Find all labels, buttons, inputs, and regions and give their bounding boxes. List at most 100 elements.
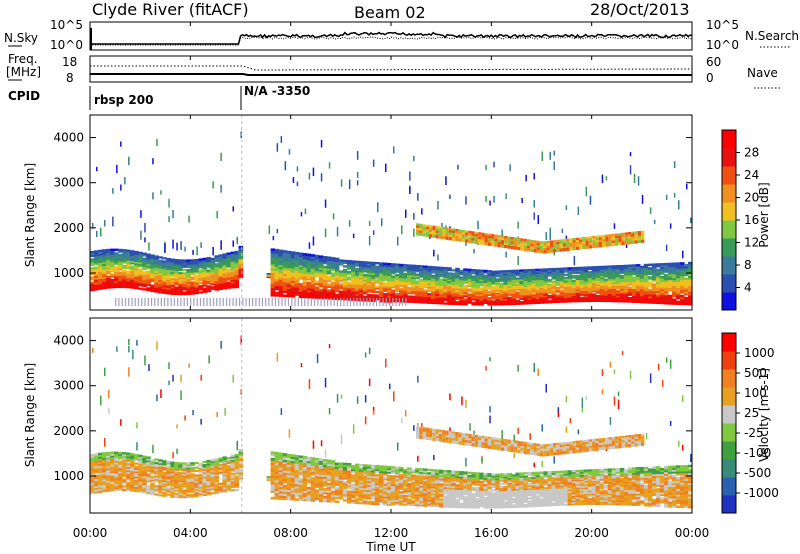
echo-cell bbox=[647, 270, 653, 274]
echo-cell bbox=[118, 278, 123, 281]
echo-cell bbox=[278, 256, 284, 259]
echo-cell bbox=[106, 284, 111, 287]
echo-cell bbox=[158, 277, 163, 281]
echo-cell bbox=[142, 276, 147, 279]
echo-cell bbox=[194, 287, 199, 290]
echo-cell bbox=[431, 291, 436, 294]
echo-cell bbox=[495, 289, 500, 292]
echo-cell bbox=[214, 258, 219, 261]
echo-cell bbox=[354, 276, 360, 280]
echo-cell bbox=[427, 286, 432, 289]
secondary-echo bbox=[598, 242, 602, 246]
echo-cell bbox=[134, 481, 139, 484]
echo-cell bbox=[150, 472, 155, 475]
echo-cell bbox=[214, 274, 219, 277]
echo-cell bbox=[575, 282, 581, 285]
echo-cell bbox=[354, 289, 360, 292]
echo-cell bbox=[330, 293, 336, 296]
echo-cell bbox=[326, 482, 332, 486]
echo-cell bbox=[411, 280, 416, 283]
echo-cell bbox=[306, 474, 312, 478]
echo-cell bbox=[270, 280, 276, 284]
echo-cell bbox=[298, 469, 304, 473]
echo-cell bbox=[294, 461, 300, 464]
echo-cell bbox=[326, 285, 332, 288]
echo-cell bbox=[306, 488, 312, 492]
echo-cell bbox=[659, 283, 665, 286]
echo-cell bbox=[427, 279, 432, 282]
echo-cell bbox=[150, 482, 155, 485]
scatter-echo bbox=[485, 196, 487, 202]
echo-cell bbox=[110, 255, 115, 259]
echo-cell bbox=[551, 277, 557, 280]
echo-cell bbox=[322, 279, 328, 282]
echo-cell bbox=[226, 270, 232, 273]
echo-cell bbox=[399, 300, 404, 303]
echo-cell bbox=[274, 490, 280, 494]
echo-cell bbox=[399, 293, 404, 296]
echo-cell bbox=[146, 287, 151, 290]
echo-cell bbox=[106, 281, 111, 284]
echo-cell bbox=[202, 473, 207, 476]
echo-cell bbox=[90, 470, 95, 473]
echo-cell bbox=[531, 289, 537, 292]
echo-cell bbox=[222, 490, 227, 493]
echo-cell bbox=[158, 489, 163, 492]
echo-cell bbox=[186, 269, 191, 272]
echo-cell bbox=[354, 280, 360, 283]
echo-cell bbox=[194, 263, 199, 266]
echo-cell bbox=[358, 269, 364, 273]
echo-cell bbox=[178, 278, 183, 281]
echo-cell bbox=[354, 483, 360, 486]
echo-cell bbox=[102, 265, 107, 268]
echo-cell bbox=[463, 273, 468, 276]
echo-cell bbox=[435, 268, 440, 271]
secondary-echo bbox=[491, 236, 495, 240]
echo-cell bbox=[639, 281, 645, 284]
echo-cell bbox=[326, 498, 332, 501]
echo-cell bbox=[122, 485, 127, 488]
echo-cell bbox=[571, 279, 577, 282]
scatter-echo bbox=[184, 246, 186, 252]
echo-cell bbox=[491, 272, 496, 275]
echo-cell bbox=[467, 283, 472, 286]
echo-cell bbox=[427, 276, 432, 279]
echo-cell bbox=[158, 475, 163, 479]
echo-cell bbox=[379, 264, 384, 267]
echo-cell bbox=[366, 288, 372, 291]
echo-cell bbox=[318, 288, 324, 292]
echo-cell bbox=[527, 270, 533, 273]
secondary-echo bbox=[569, 238, 573, 242]
echo-cell bbox=[655, 299, 661, 303]
echo-cell bbox=[130, 468, 135, 471]
echo-cell bbox=[146, 256, 151, 260]
echo-cell bbox=[503, 289, 508, 292]
echo-cell bbox=[499, 282, 504, 285]
echo-cell bbox=[162, 471, 167, 474]
echo-cell bbox=[419, 299, 424, 302]
echo-cell bbox=[399, 289, 404, 293]
echo-cell bbox=[379, 287, 384, 290]
secondary-echo bbox=[487, 238, 491, 242]
echo-cell bbox=[439, 287, 444, 290]
secondary-echo bbox=[494, 236, 498, 241]
echo-cell bbox=[354, 271, 360, 274]
scatter-echo bbox=[629, 165, 632, 175]
echo-cell bbox=[318, 255, 324, 258]
echo-cell bbox=[150, 491, 155, 494]
echo-cell bbox=[170, 261, 175, 264]
echo-cell bbox=[366, 293, 372, 297]
echo-cell bbox=[455, 274, 460, 277]
echo-cell bbox=[298, 270, 304, 274]
echo-cell bbox=[138, 476, 143, 480]
echo-cell bbox=[194, 476, 199, 479]
secondary-echo bbox=[481, 232, 485, 236]
echo-cell bbox=[318, 290, 324, 294]
echo-cell bbox=[202, 467, 207, 470]
echo-cell bbox=[166, 467, 171, 470]
scatter-echo bbox=[136, 422, 138, 429]
echo-cell bbox=[338, 484, 344, 487]
echo-cell bbox=[114, 483, 119, 486]
echo-cell bbox=[182, 269, 187, 272]
echo-cell bbox=[543, 273, 549, 276]
